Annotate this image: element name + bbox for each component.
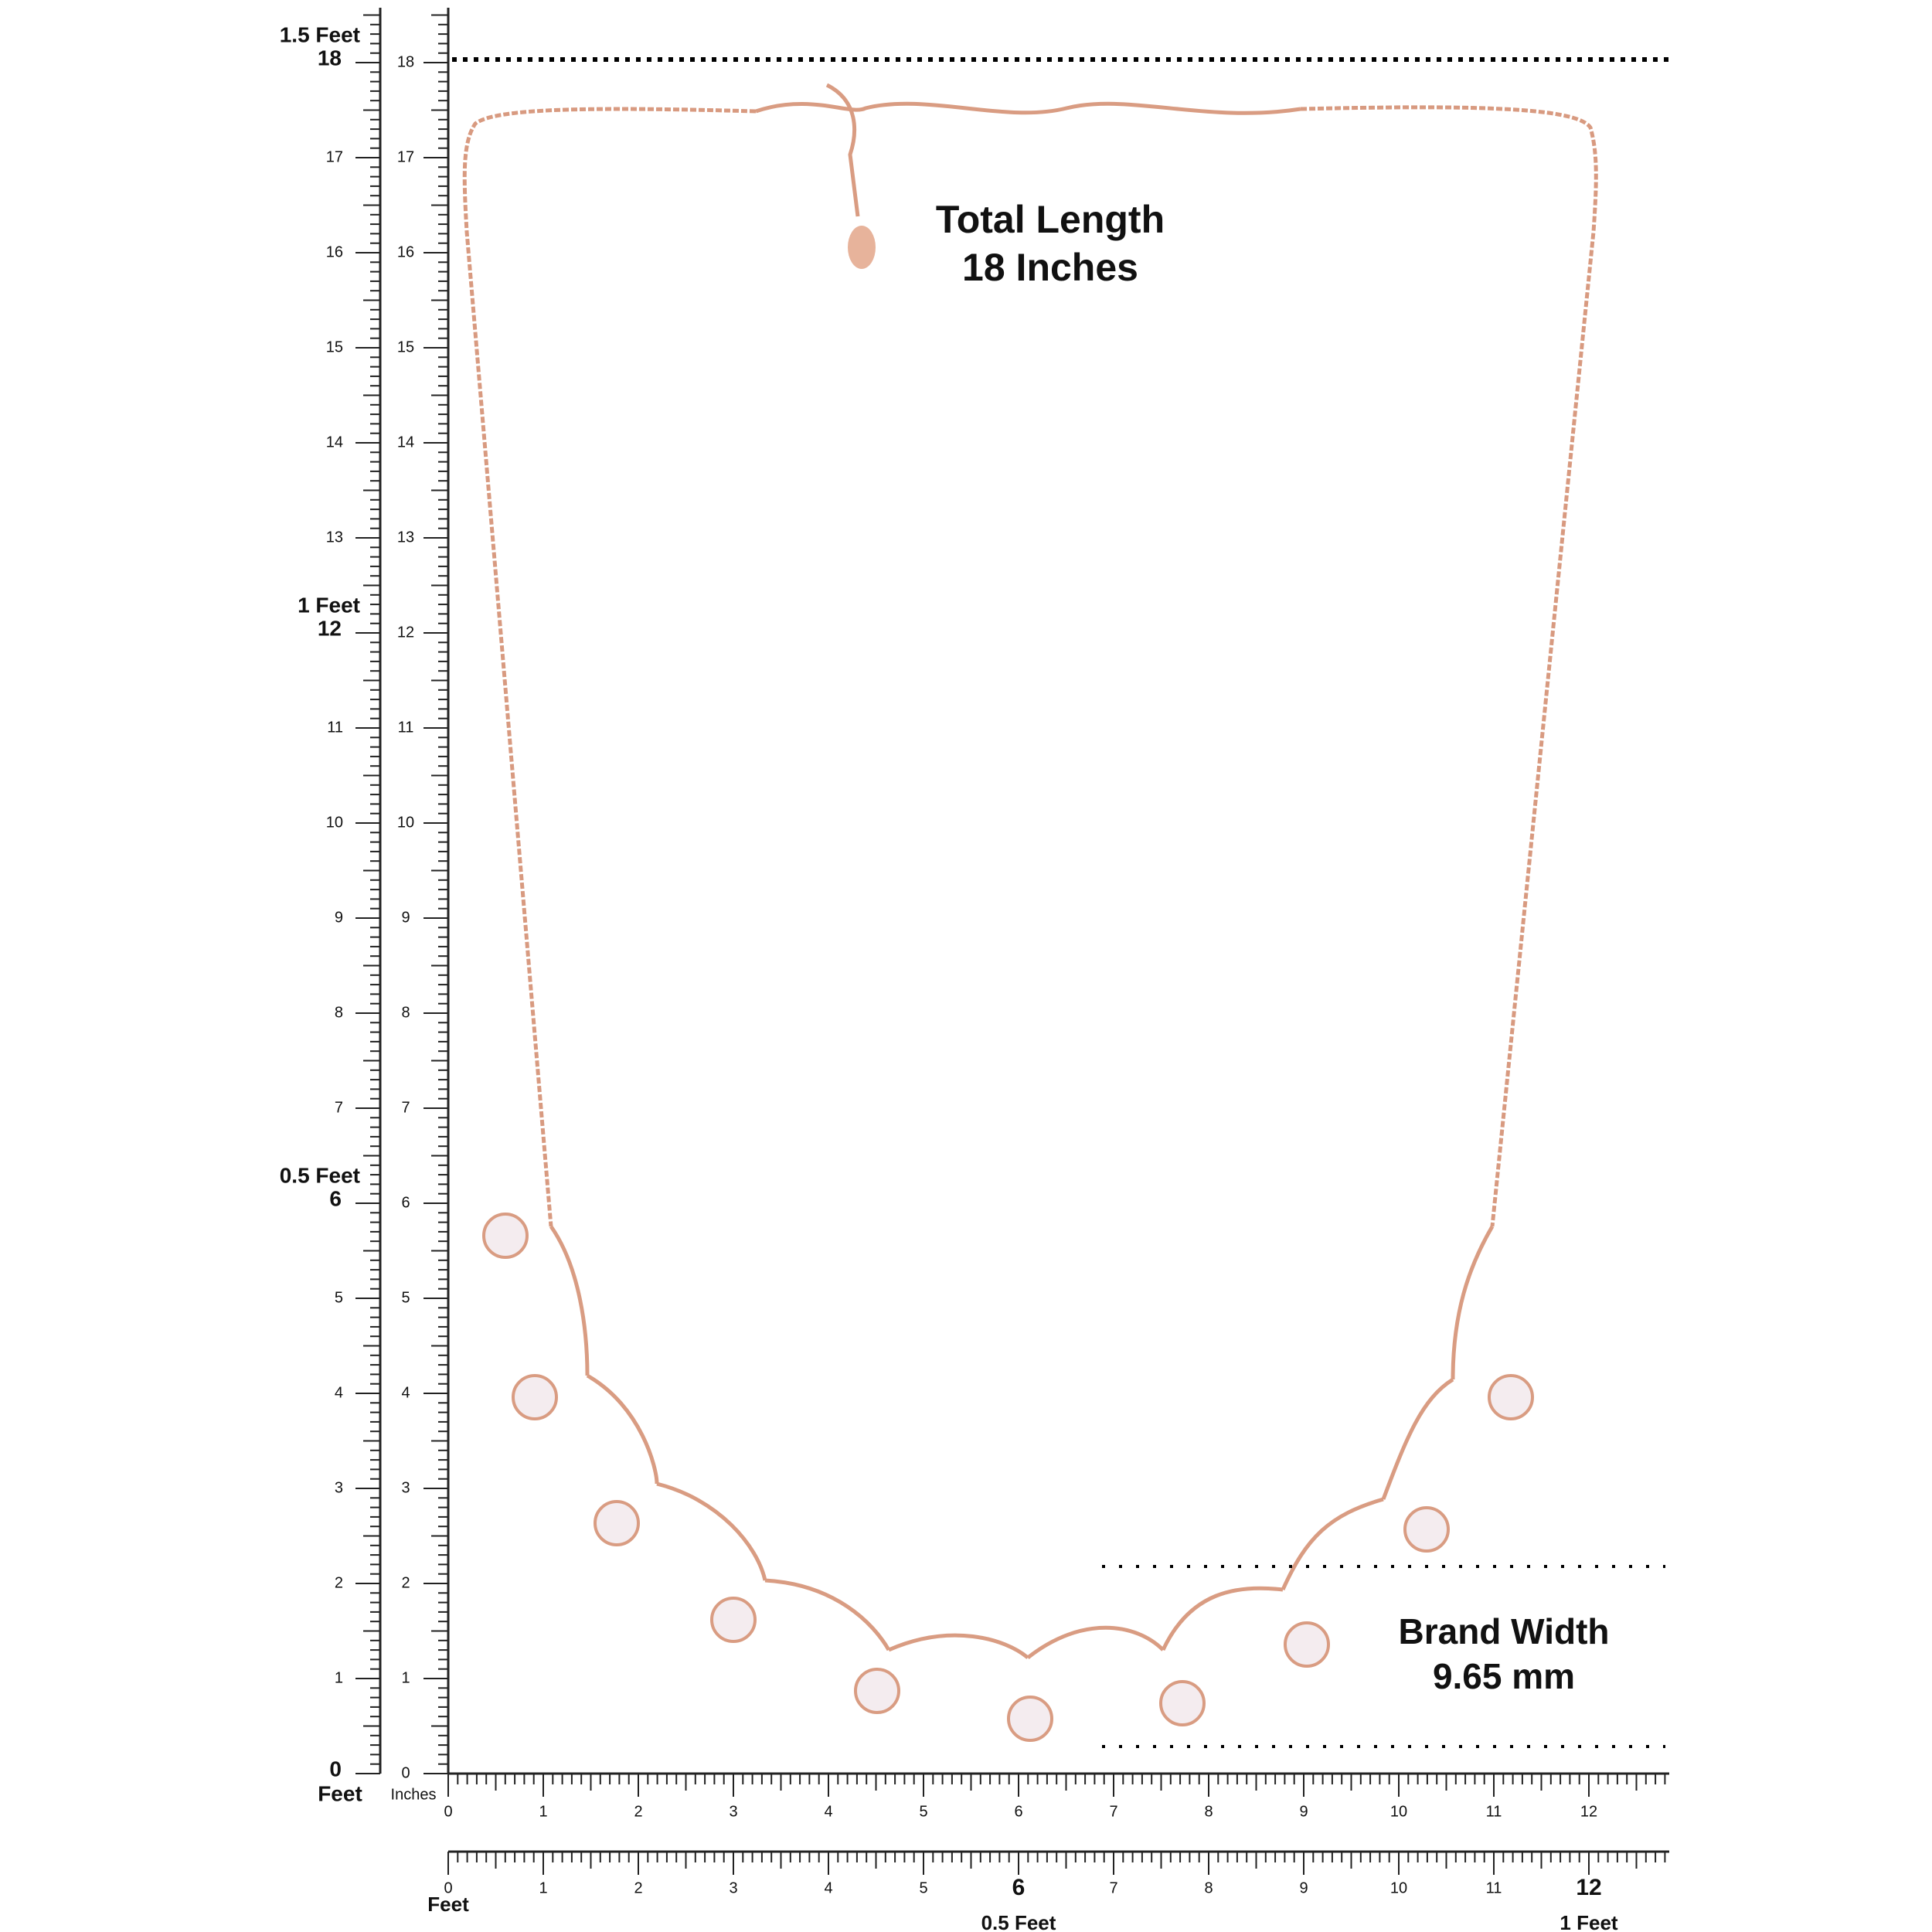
tick-label: 13 bbox=[326, 529, 343, 546]
unit-label: Inches bbox=[391, 1786, 437, 1803]
chain-right bbox=[1300, 105, 1598, 1227]
tick-label: 5 bbox=[401, 1289, 410, 1306]
tick-label: 0 bbox=[329, 1757, 342, 1781]
feet-label: 1 Feet bbox=[298, 593, 360, 617]
tick-label: 0 bbox=[401, 1764, 410, 1781]
tick-label: 11 bbox=[1486, 1803, 1502, 1820]
stone bbox=[594, 1500, 640, 1546]
tick-label: 7 bbox=[335, 1099, 343, 1116]
tick-label: 10 bbox=[1390, 1803, 1407, 1820]
tick-label: 15 bbox=[326, 338, 343, 355]
tick-label: 5 bbox=[335, 1289, 343, 1306]
tick-label: 8 bbox=[401, 1004, 410, 1021]
tick-label: 4 bbox=[401, 1384, 410, 1401]
tick-label: 18 bbox=[397, 53, 414, 70]
stone bbox=[482, 1213, 529, 1259]
tick-label: 17 bbox=[326, 148, 343, 165]
tick-label: 7 bbox=[1109, 1879, 1117, 1896]
stone bbox=[1159, 1680, 1206, 1726]
tick-label: 18 bbox=[318, 46, 342, 70]
feet-label: 1 Feet bbox=[1560, 1911, 1617, 1932]
tick-label: 1 bbox=[539, 1803, 547, 1820]
stones bbox=[482, 1213, 1534, 1742]
tick-label: 2 bbox=[634, 1879, 642, 1896]
tick-label: 6 bbox=[1012, 1875, 1026, 1900]
tick-label: 9 bbox=[1299, 1803, 1308, 1820]
feet-label: 0.5 Feet bbox=[981, 1911, 1056, 1932]
unit-label: Feet bbox=[427, 1893, 469, 1916]
tick-label: 16 bbox=[326, 243, 343, 260]
tick-label: 8 bbox=[335, 1004, 343, 1021]
stone bbox=[1284, 1621, 1330, 1668]
tick-label: 4 bbox=[824, 1803, 832, 1820]
tick-label: 9 bbox=[401, 909, 410, 926]
tick-label: 2 bbox=[401, 1574, 410, 1591]
tick-label: 14 bbox=[397, 434, 414, 451]
tick-label: 12 bbox=[1576, 1875, 1601, 1900]
stone bbox=[854, 1668, 900, 1714]
annotation-value: 18 Inches bbox=[962, 246, 1138, 289]
tick-label: 10 bbox=[326, 814, 343, 831]
tick-label: 6 bbox=[329, 1186, 342, 1210]
annotation-title: Total Length bbox=[936, 198, 1165, 241]
tick-label: 9 bbox=[1299, 1879, 1308, 1896]
stone bbox=[710, 1597, 757, 1643]
tick-label: 9 bbox=[335, 909, 343, 926]
unit-label: Feet bbox=[318, 1781, 362, 1805]
chain-left bbox=[462, 107, 757, 1227]
stone bbox=[1488, 1374, 1534, 1420]
extension-chain bbox=[755, 101, 1301, 115]
pendant-links bbox=[549, 1225, 1495, 1659]
tick-label: 0 bbox=[444, 1803, 452, 1820]
annotation-value: 9.65 mm bbox=[1433, 1656, 1575, 1696]
necklace-image bbox=[462, 83, 1598, 1742]
stone bbox=[1007, 1696, 1053, 1742]
tick-label: 2 bbox=[335, 1574, 343, 1591]
annotation-title: Brand Width bbox=[1399, 1611, 1610, 1651]
tick-label: 3 bbox=[401, 1479, 410, 1496]
tick-label: 2 bbox=[634, 1803, 642, 1820]
tick-label: 11 bbox=[327, 719, 343, 736]
tick-label: 10 bbox=[397, 814, 414, 831]
tick-label: 1 bbox=[539, 1879, 547, 1896]
tick-label: 1 bbox=[401, 1669, 410, 1686]
stone bbox=[1403, 1506, 1450, 1553]
tick-label: 8 bbox=[1204, 1879, 1213, 1896]
tick-label: 17 bbox=[397, 148, 414, 165]
tick-label: 12 bbox=[1580, 1803, 1597, 1820]
tick-label: 15 bbox=[397, 338, 414, 355]
tick-label: 3 bbox=[729, 1803, 737, 1820]
tick-label: 13 bbox=[397, 529, 414, 546]
tick-label: 4 bbox=[335, 1384, 343, 1401]
feet-label: 0.5 Feet bbox=[280, 1163, 360, 1187]
tick-label: 0 bbox=[444, 1879, 452, 1896]
feet-label: 1.5 Feet bbox=[280, 22, 360, 46]
tick-label: 11 bbox=[398, 719, 414, 736]
tick-label: 4 bbox=[824, 1879, 832, 1896]
tick-label: 5 bbox=[919, 1803, 927, 1820]
tick-label: 7 bbox=[1109, 1803, 1117, 1820]
tick-label: 10 bbox=[1390, 1879, 1407, 1896]
tick-label: 11 bbox=[1486, 1879, 1502, 1896]
drop-charm bbox=[848, 226, 876, 269]
extension-drop bbox=[825, 83, 860, 217]
tick-label: 1 bbox=[335, 1669, 343, 1686]
tick-label: 3 bbox=[335, 1479, 343, 1496]
tick-label: 3 bbox=[729, 1879, 737, 1896]
tick-label: 16 bbox=[397, 243, 414, 260]
tick-label: 5 bbox=[919, 1879, 927, 1896]
tick-label: 14 bbox=[326, 434, 343, 451]
stone bbox=[512, 1374, 558, 1420]
tick-label: 12 bbox=[318, 616, 342, 640]
tick-label: 6 bbox=[401, 1194, 410, 1211]
tick-label: 8 bbox=[1204, 1803, 1213, 1820]
tick-label: 7 bbox=[401, 1099, 410, 1116]
tick-label: 6 bbox=[1014, 1803, 1022, 1820]
tick-label: 12 bbox=[397, 624, 414, 641]
